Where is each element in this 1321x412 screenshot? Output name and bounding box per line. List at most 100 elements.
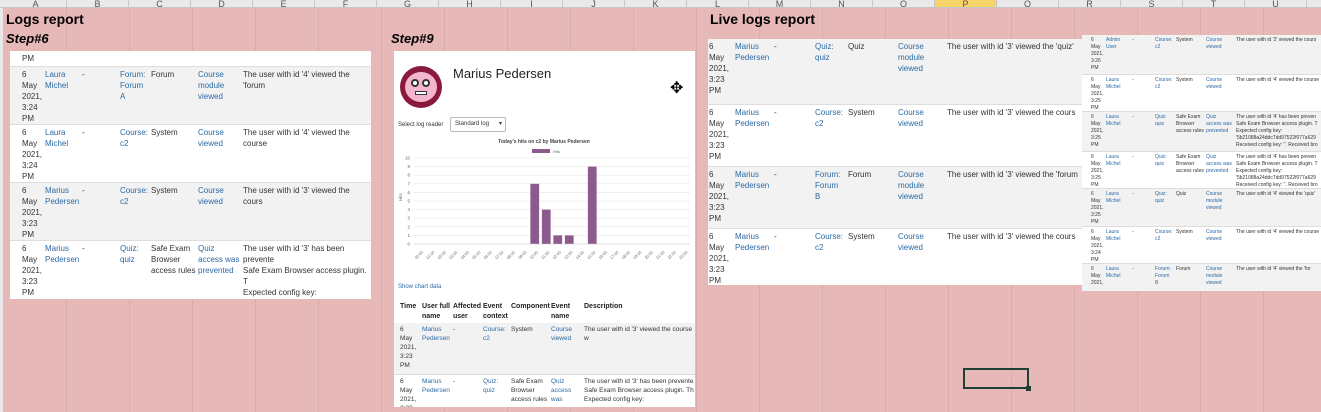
column-header-g[interactable]: G bbox=[377, 0, 439, 7]
log-cell-event[interactable]: Course viewed bbox=[1206, 37, 1223, 50]
log-cell-event[interactable]: Course viewed bbox=[898, 232, 924, 252]
table-header[interactable]: Time bbox=[400, 303, 417, 310]
column-header-b[interactable]: B bbox=[67, 0, 129, 7]
table-header[interactable]: Affected user bbox=[453, 303, 482, 320]
log-cell-time: 6 May 2021, 3:24 PM bbox=[22, 128, 43, 181]
log-cell-user[interactable]: Marius Pedersen bbox=[45, 244, 80, 264]
column-header-j[interactable]: J bbox=[563, 0, 625, 7]
column-header-t[interactable]: T bbox=[1183, 0, 1245, 7]
table-header[interactable]: Component bbox=[511, 303, 550, 310]
log-cell-affected: - bbox=[82, 186, 85, 195]
column-header-r[interactable]: R bbox=[1059, 0, 1121, 7]
y-tick-label: 3 bbox=[407, 216, 410, 221]
log-cell-context[interactable]: Course: c2 bbox=[120, 128, 149, 148]
log-cell-event[interactable]: Course module viewed bbox=[1206, 266, 1223, 286]
log-cell-user[interactable]: Laura Michel bbox=[1106, 77, 1121, 90]
column-header-i[interactable]: I bbox=[501, 0, 563, 7]
log-cell-user[interactable]: Marius Pedersen bbox=[735, 170, 770, 190]
log-cell-event[interactable]: Course viewed bbox=[1206, 77, 1223, 90]
column-header-q[interactable]: Q bbox=[997, 0, 1059, 7]
log-cell-user[interactable]: Laura Michel bbox=[45, 70, 69, 90]
column-header-d[interactable]: D bbox=[191, 0, 253, 7]
log-cell-time: 6 May 2021, 3:23 PM bbox=[709, 108, 730, 161]
log-cell-context[interactable]: Quiz: quiz bbox=[1155, 114, 1167, 127]
log-row: 6 May 2021, 3:25 PM Laura Michel - Quiz: qu… bbox=[1082, 152, 1321, 189]
log-cell-user[interactable]: Laura Michel bbox=[1106, 266, 1121, 279]
column-header-o[interactable]: O bbox=[873, 0, 935, 7]
column-header-s[interactable]: S bbox=[1121, 0, 1183, 7]
column-header-n[interactable]: N bbox=[811, 0, 873, 7]
column-header-h[interactable]: H bbox=[439, 0, 501, 7]
log-cell-component: System bbox=[151, 186, 178, 195]
log-cell-user[interactable]: Marius Pedersen bbox=[735, 42, 770, 62]
log-cell-desc: The user with id '3' viewed the cours bbox=[947, 108, 1076, 117]
log-cell-event[interactable]: Quiz access was prevented bbox=[1206, 154, 1232, 174]
log-cell-event[interactable]: Quiz access was prevented bbox=[198, 244, 240, 275]
log-cell-context[interactable]: Quiz: quiz bbox=[120, 244, 139, 264]
log-cell-affected: - bbox=[774, 42, 777, 51]
log-cell-event[interactable]: Course viewed bbox=[898, 108, 924, 128]
log-cell-affected: - bbox=[1132, 229, 1134, 235]
log-cell-user[interactable]: Marius Pedersen bbox=[735, 232, 770, 252]
log-cell-context[interactable]: Course: c2 bbox=[1155, 77, 1173, 90]
log-cell-event[interactable]: Course viewed bbox=[198, 128, 224, 148]
log-reader-select[interactable]: Standard log ▾ bbox=[450, 117, 506, 132]
table-header[interactable]: Description bbox=[584, 303, 623, 310]
log-cell-user[interactable]: Laura Michel bbox=[1106, 229, 1121, 242]
log-cell-event[interactable]: Course module viewed bbox=[898, 170, 925, 201]
log-cell-context[interactable]: Course: c2 bbox=[120, 186, 149, 206]
table-cell-context[interactable]: Quiz: quiz bbox=[483, 378, 499, 394]
column-header-e[interactable]: E bbox=[253, 0, 315, 7]
log-cell-event[interactable]: Course module viewed bbox=[1206, 191, 1223, 211]
log-cell-context[interactable]: Forum: Forum B bbox=[1155, 266, 1171, 286]
table-cell-event[interactable]: Quiz access was bbox=[551, 378, 572, 403]
log-cell-user[interactable]: Laura Michel bbox=[45, 128, 69, 148]
column-header-u[interactable]: U bbox=[1245, 0, 1307, 7]
log-cell-user[interactable]: Marius Pedersen bbox=[45, 186, 80, 206]
column-header-c[interactable]: C bbox=[129, 0, 191, 7]
log-cell-affected: - bbox=[1132, 191, 1134, 197]
log-cell-context[interactable]: Course: c2 bbox=[815, 232, 844, 252]
log-cell-context[interactable]: Course: c2 bbox=[1155, 37, 1173, 50]
log-cell-event[interactable]: Quiz access was prevented bbox=[1206, 114, 1232, 134]
log-cell-user[interactable]: Marius Pedersen bbox=[735, 108, 770, 128]
column-header-k[interactable]: K bbox=[625, 0, 687, 7]
hits-bar-chart: Today's hits on c2 by Marius Pedersen Hit… bbox=[398, 139, 690, 260]
column-header-l[interactable]: L bbox=[687, 0, 749, 7]
log-cell-event[interactable]: Course module viewed bbox=[898, 42, 925, 73]
log-cell-event[interactable]: Course viewed bbox=[1206, 229, 1223, 242]
column-header-f[interactable]: F bbox=[315, 0, 377, 7]
log-cell-user[interactable]: Laura Michel bbox=[1106, 191, 1121, 204]
table-header[interactable]: User full name bbox=[422, 303, 451, 320]
table-cell-desc: The user with id '3' has been prevente S… bbox=[584, 378, 694, 403]
log-cell-context[interactable]: Quiz: quiz bbox=[1155, 154, 1167, 167]
log-cell-event[interactable]: Course module viewed bbox=[198, 70, 225, 101]
live-logs-screenshot: 6 May 2021, 3:23 PM Marius Pedersen - Quiz:… bbox=[708, 39, 1083, 285]
table-cell-event[interactable]: Course viewed bbox=[551, 326, 572, 342]
table-cell-user[interactable]: Marius Pedersen bbox=[422, 378, 450, 394]
column-header-a[interactable]: A bbox=[5, 0, 67, 7]
legend-swatch bbox=[532, 149, 550, 153]
log-cell-event[interactable]: Course viewed bbox=[198, 186, 224, 206]
log-cell-context[interactable]: Course: c2 bbox=[815, 108, 844, 128]
column-header-p[interactable]: P bbox=[935, 0, 997, 7]
y-tick-label: 9 bbox=[407, 164, 410, 169]
table-cell-user[interactable]: Marius Pedersen bbox=[422, 326, 450, 342]
table-cell-context[interactable]: Course: c2 bbox=[483, 326, 506, 342]
log-cell-context[interactable]: Quiz: quiz bbox=[815, 42, 834, 62]
table-header[interactable]: Event name bbox=[551, 303, 571, 320]
log-cell-context[interactable]: Quiz: quiz bbox=[1155, 191, 1167, 204]
log-cell-context[interactable]: Forum: Forum B bbox=[815, 170, 841, 201]
selected-cell[interactable] bbox=[963, 368, 1031, 391]
log-cell-desc: The user with id '3' viewed the cours bbox=[243, 186, 350, 206]
show-chart-data-link[interactable]: Show chart data bbox=[398, 284, 442, 290]
log-cell-user[interactable]: Laura Michel bbox=[1106, 154, 1121, 167]
column-header-m[interactable]: M bbox=[749, 0, 811, 7]
log-cell-user[interactable]: Admin User bbox=[1106, 37, 1121, 50]
table-cell-time: 6 May 2021, 3:23 PM bbox=[400, 326, 417, 369]
log-cell-context[interactable]: Forum: Forum A bbox=[120, 70, 146, 101]
log-cell-user[interactable]: Laura Michel bbox=[1106, 114, 1121, 127]
log-cell-context[interactable]: Course: c2 bbox=[1155, 229, 1173, 242]
table-header[interactable]: Event context bbox=[483, 303, 508, 320]
